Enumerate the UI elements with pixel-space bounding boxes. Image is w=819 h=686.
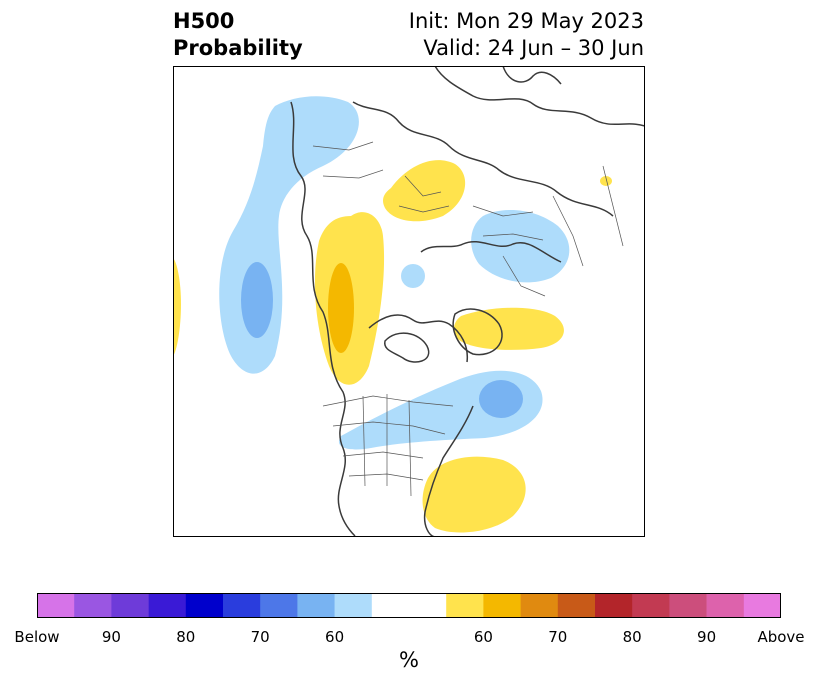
colorbar — [37, 593, 781, 618]
map-border — [173, 66, 645, 537]
colorbar-swatch — [260, 593, 298, 618]
colorbar-outline — [37, 593, 781, 618]
colorbar-swatch — [520, 593, 559, 618]
below-normal-atlantic-core — [479, 380, 523, 418]
colorbar-swatch — [297, 593, 335, 618]
colorbar-unit: % — [399, 648, 419, 672]
above-normal-arctic — [383, 160, 466, 222]
colorbar-swatch — [371, 593, 410, 618]
colorbar-swatch — [37, 593, 75, 618]
political-borders — [312, 141, 624, 497]
valid-dates: Valid: 24 Jun – 30 Jun — [423, 36, 644, 60]
colorbar-tick-label: Above — [757, 628, 805, 646]
above-normal-pacific-edge — [173, 258, 181, 356]
below-normal-arctic — [401, 264, 425, 288]
colorbar-swatch — [74, 593, 112, 618]
above-normal-east-us — [422, 456, 526, 533]
colorbar-tick-label: 90 — [697, 628, 717, 646]
colorbar-swatch — [557, 593, 596, 618]
colorbar-swatch — [446, 593, 484, 618]
colorbar-swatch — [334, 593, 373, 618]
colorbar-tick-label: 70 — [250, 628, 270, 646]
below-normal-pacific-core — [241, 262, 273, 338]
colorbar-swatch — [483, 593, 521, 618]
colorbar-tick-label: 80 — [622, 628, 642, 646]
map-dates: Init: Mon 29 May 2023 Valid: 24 Jun – 30… — [409, 8, 644, 62]
above-normal-far-east — [600, 176, 612, 186]
colorbar-swatch — [111, 593, 149, 618]
colorbar-swatch — [223, 593, 261, 618]
above-normal-west-core — [328, 263, 354, 353]
colorbar-swatch — [185, 593, 224, 618]
colorbar-swatch — [632, 593, 670, 618]
colorbar-swatch — [595, 593, 633, 618]
colorbar-swatch — [706, 593, 745, 618]
below-normal-siberia — [471, 210, 570, 283]
colorbar-swatch — [409, 593, 447, 618]
map-title: H500 Probability — [173, 8, 303, 62]
colorbar-swatch — [148, 593, 187, 618]
probability-map — [173, 66, 645, 537]
colorbar-tick-label: 70 — [548, 628, 568, 646]
colorbar-tick-label: Below — [14, 628, 60, 646]
coastlines — [290, 66, 645, 537]
title-variable: H500 — [173, 9, 235, 33]
colorbar-tick-label: 60 — [473, 628, 493, 646]
probability-shading — [173, 96, 612, 533]
colorbar-tick-label: 60 — [325, 628, 345, 646]
colorbar-swatch — [743, 593, 781, 618]
above-normal-greenland — [453, 307, 564, 350]
title-product: Probability — [173, 36, 303, 60]
colorbar-tick-label: 80 — [176, 628, 196, 646]
map-panel — [173, 66, 645, 537]
colorbar-scale — [37, 593, 781, 618]
colorbar-tick-label: 90 — [101, 628, 121, 646]
colorbar-swatch — [669, 593, 707, 618]
init-date: Init: Mon 29 May 2023 — [408, 9, 644, 33]
